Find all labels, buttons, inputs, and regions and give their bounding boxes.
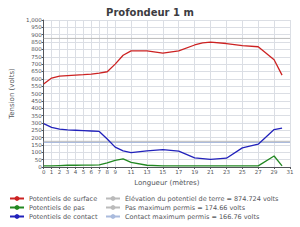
svg-text:100: 100 [31,149,42,155]
svg-text:2: 2 [58,169,62,175]
svg-text:13: 13 [143,169,150,175]
svg-text:3: 3 [66,169,70,175]
svg-text:Potentiels de contact: Potentiels de contact [29,213,98,221]
svg-text:700: 700 [31,61,42,67]
svg-text:19: 19 [191,169,198,175]
svg-text:0: 0 [42,169,46,175]
svg-text:350: 350 [31,113,42,119]
svg-text:500: 500 [31,91,42,97]
svg-text:250: 250 [31,127,42,133]
svg-text:6: 6 [90,169,94,175]
svg-text:Tension (volts): Tension (volts) [8,68,16,120]
svg-text:950: 950 [31,24,42,30]
svg-text:Longueur (mètres): Longueur (mètres) [134,179,200,187]
svg-text:Potentiels de surface: Potentiels de surface [29,195,97,203]
svg-text:Pas maximum permis = 174.66 vo: Pas maximum permis = 174.66 volts [125,204,246,212]
svg-text:450: 450 [31,98,42,104]
svg-text:800: 800 [31,46,42,52]
svg-text:900: 900 [31,32,42,38]
svg-text:Potentiels de pas: Potentiels de pas [29,204,85,212]
svg-text:9: 9 [113,169,117,175]
svg-text:Contact maximum permis = 166.7: Contact maximum permis = 166.76 volts [125,213,260,221]
svg-text:150: 150 [31,142,42,148]
svg-text:300: 300 [31,120,42,126]
svg-text:25: 25 [239,169,246,175]
svg-text:400: 400 [31,105,42,111]
svg-text:850: 850 [31,39,42,45]
svg-text:17: 17 [175,169,182,175]
svg-text:29: 29 [271,169,278,175]
svg-text:5: 5 [82,169,86,175]
svg-text:650: 650 [31,68,42,74]
svg-text:0: 0 [38,164,42,170]
svg-text:50: 50 [35,157,42,163]
svg-text:200: 200 [31,135,42,141]
svg-text:7: 7 [98,169,102,175]
svg-text:4: 4 [74,169,78,175]
svg-text:550: 550 [31,83,42,89]
svg-text:15: 15 [159,169,166,175]
svg-text:1: 1 [50,169,54,175]
svg-text:Élévation du potentiel de terr: Élévation du potentiel de terre = 874.72… [125,194,279,203]
svg-text:31: 31 [287,169,294,175]
svg-text:21: 21 [207,169,214,175]
svg-text:Profondeur 1 m: Profondeur 1 m [106,7,194,18]
svg-text:1,000: 1,000 [26,17,42,23]
svg-text:23: 23 [223,169,230,175]
svg-text:750: 750 [31,54,42,60]
svg-text:8: 8 [105,169,109,175]
svg-text:11: 11 [128,169,135,175]
svg-text:27: 27 [255,169,262,175]
svg-text:600: 600 [31,76,42,82]
